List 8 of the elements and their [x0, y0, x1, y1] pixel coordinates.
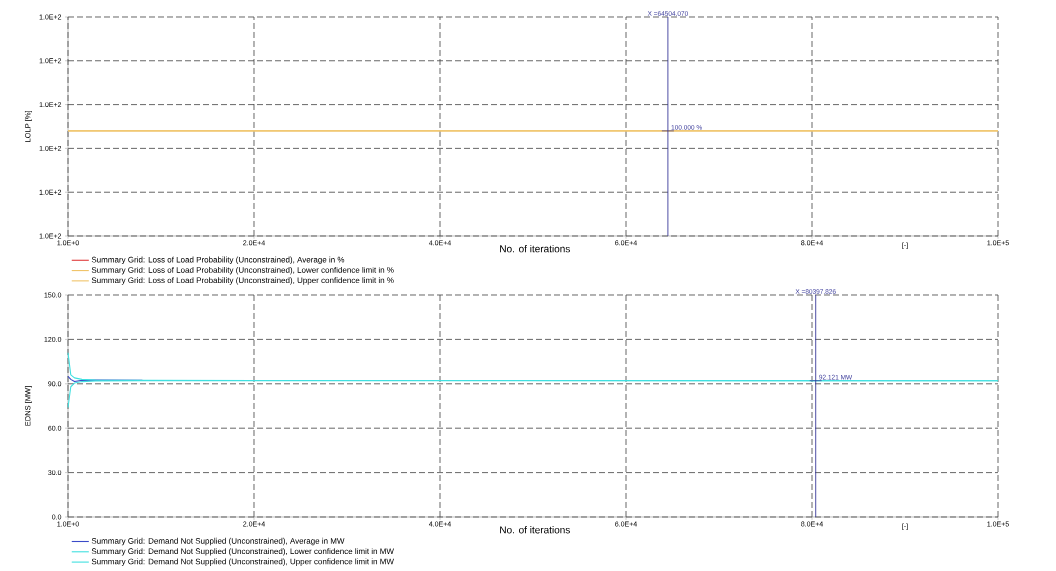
legend-label: Summary Grid: Demand Not Supplied (Unconstrained), Lower confidence limit in MW — [91, 548, 394, 556]
legend-label: Summary Grid: Demand Not Supplied (Unconstrained), Upper confidence limit in MW — [91, 558, 394, 566]
legend-label: Summary Grid: Loss of Load Probability (Unconstrained), Lower confidence limit in % — [91, 266, 394, 275]
x-axis-title: No. of iterations — [500, 245, 570, 253]
legend-label: Summary Grid: Loss of Load Probability (Unconstrained), Upper confidence limit in % — [91, 277, 394, 285]
legend-label: Summary Grid: Demand Not Supplied (Unconstrained), Average in MW — [91, 537, 345, 546]
legend-label: Summary Grid: Loss of Load Probability (Unconstrained), Average in % — [91, 256, 345, 265]
x-axis-title: No. of iterations — [500, 526, 570, 534]
